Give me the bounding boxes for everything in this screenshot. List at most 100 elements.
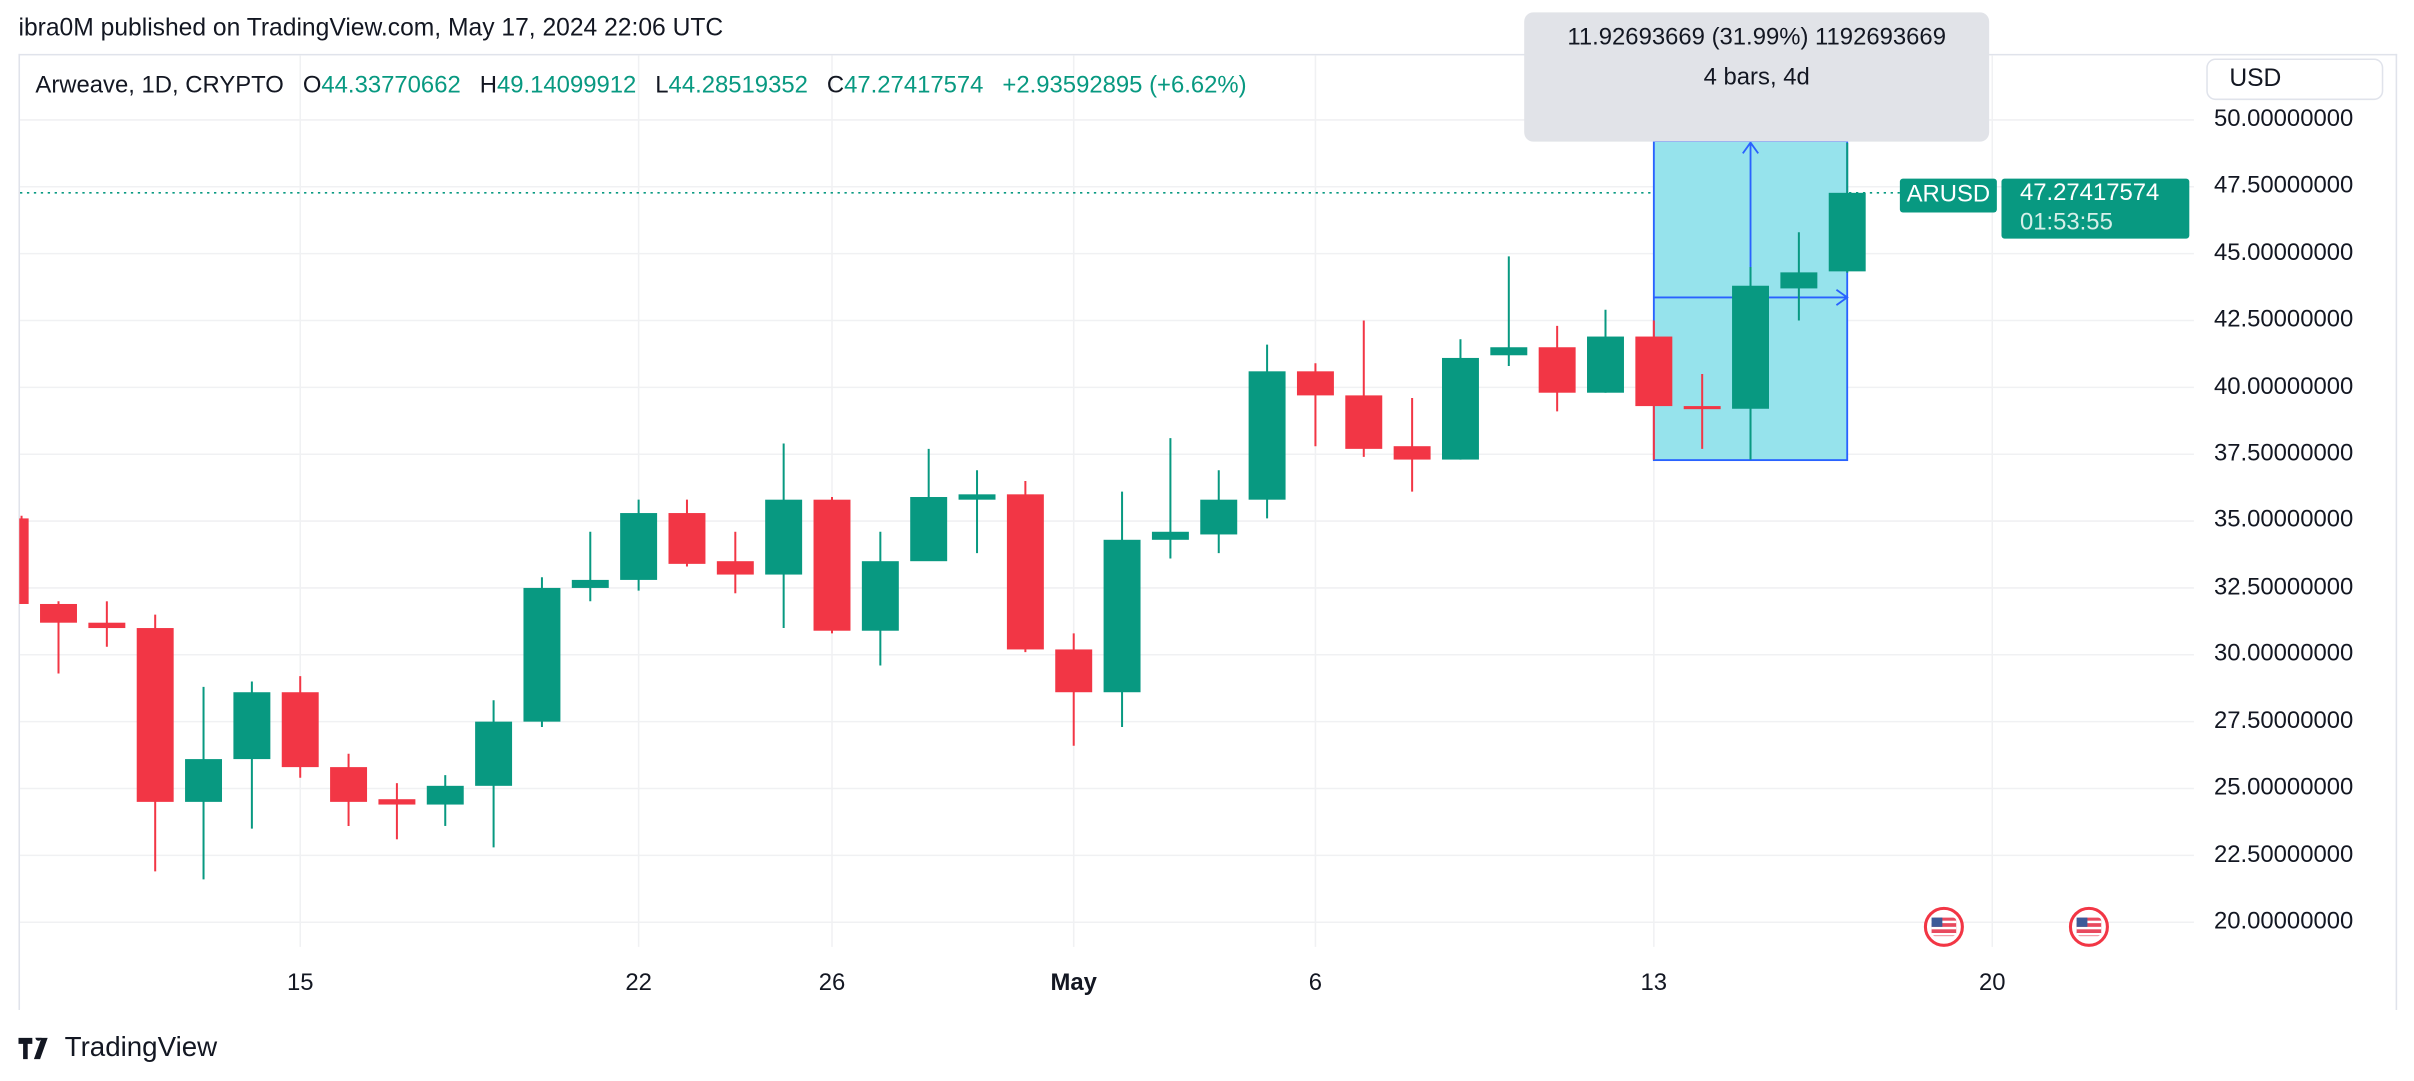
flag-stripe <box>1931 926 1957 930</box>
low-label: L <box>655 72 669 99</box>
price-tick-label: 50.00000000 <box>2213 106 2354 133</box>
candle-body <box>1587 336 1624 393</box>
candle-body <box>1441 357 1479 460</box>
candle <box>813 497 851 634</box>
publish-info: ibra0M published on TradingView.com, May… <box>18 15 724 42</box>
price-tick-label: 32.50000000 <box>2213 574 2354 601</box>
symbol-price-tag: ARUSD <box>1899 178 1997 213</box>
candle-body <box>1006 494 1044 650</box>
candle <box>88 601 126 647</box>
candle-body <box>1732 285 1770 409</box>
candle-body <box>281 692 319 768</box>
candle <box>1683 373 1721 449</box>
candle-body <box>1828 192 1866 272</box>
candle <box>1006 480 1044 653</box>
candle-body <box>716 561 754 575</box>
candle <box>1441 339 1479 460</box>
candle-body <box>958 494 996 500</box>
candle-body <box>1151 531 1189 540</box>
flag-stripe <box>2076 932 2102 936</box>
candle-body <box>1683 406 1721 410</box>
candle <box>1635 320 1673 460</box>
candle <box>330 753 368 826</box>
candle <box>185 686 223 880</box>
flag-stripe <box>2076 920 2102 924</box>
measure-change: 11.92693669 (31.99%) 1192693669 <box>1567 24 1946 51</box>
candle-body <box>668 513 706 564</box>
candle-body <box>1538 347 1576 393</box>
close-label: C <box>826 72 845 99</box>
time-tick-label: May <box>1050 969 1097 997</box>
price-tick-label: 30.00000000 <box>2213 640 2354 668</box>
candle-body <box>40 603 77 623</box>
candle-body <box>426 785 464 805</box>
candle-body <box>1055 649 1093 693</box>
candle-body <box>1780 272 1818 289</box>
price-tick-label: 42.50000000 <box>2213 306 2354 333</box>
close-value: 47.27417574 <box>844 72 984 99</box>
candle-body <box>1248 371 1286 500</box>
candle-body <box>378 799 416 805</box>
candle <box>233 681 271 829</box>
currency-button[interactable]: USD <box>2206 58 2384 101</box>
bar-countdown: 01:53:55 <box>2019 209 2113 236</box>
ohlc-legend: Arweave, 1D, CRYPTO O44.33770662 H49.140… <box>35 72 1258 100</box>
change-value: +2.93592895 (+6.62%) <box>1002 72 1247 99</box>
candle-body <box>330 767 368 802</box>
candle-body <box>1345 395 1383 449</box>
candle <box>19 515 29 604</box>
candle <box>1393 398 1431 492</box>
candle-body <box>1635 336 1673 407</box>
tradingview-logo[interactable]: TradingView <box>18 1032 217 1064</box>
last-price-value: 47.27417574 <box>2019 180 2160 207</box>
price-tick-label: 40.00000000 <box>2213 373 2354 400</box>
price-tick-label: 22.50000000 <box>2213 841 2354 868</box>
candle <box>281 676 319 778</box>
flag-canton <box>2076 917 2088 927</box>
candle <box>910 448 948 562</box>
symbol-description[interactable]: Arweave, 1D, CRYPTO <box>35 72 284 99</box>
candle <box>571 531 609 602</box>
candle-body <box>1200 499 1238 535</box>
candle <box>40 601 77 674</box>
candle-body <box>1393 446 1431 460</box>
us-flag-icon <box>1923 906 1964 947</box>
candle <box>765 443 803 629</box>
brand-name: TradingView <box>64 1031 218 1063</box>
measure-bars: 4 bars, 4d <box>1703 64 1810 91</box>
price-tick-label: 27.50000000 <box>2213 707 2354 734</box>
price-tick-label: 35.00000000 <box>2213 507 2354 534</box>
low-value: 44.28519352 <box>668 72 808 99</box>
candle-body <box>861 561 899 631</box>
candle <box>1780 232 1818 321</box>
candle-body <box>1490 347 1528 356</box>
candle-body <box>136 628 174 802</box>
candle <box>1345 320 1383 457</box>
price-tick-label: 25.00000000 <box>2213 774 2354 801</box>
candle <box>1490 256 1528 366</box>
high-label: H <box>479 72 497 99</box>
candle <box>1538 325 1576 412</box>
candle <box>861 531 899 666</box>
open-label: O <box>302 72 322 99</box>
candle <box>668 499 706 567</box>
candle-body <box>88 622 126 629</box>
candle <box>1200 470 1238 554</box>
price-tick-label: 37.50000000 <box>2213 440 2354 467</box>
time-tick-label: 22 <box>625 969 652 997</box>
candle-body <box>1296 371 1334 396</box>
candle <box>523 577 561 727</box>
candle-body <box>813 499 851 631</box>
flag-stripe <box>1931 932 1957 936</box>
candle-body <box>475 721 513 786</box>
flag-stripe <box>2076 926 2102 930</box>
last-price-tag: 47.27417574 01:53:55 <box>2001 178 2190 239</box>
candle-body <box>1103 539 1141 693</box>
candle <box>1055 633 1093 746</box>
candle <box>136 614 174 872</box>
arrow-up-icon <box>1742 141 1759 154</box>
candle-body <box>620 513 658 580</box>
us-flag-icon <box>2068 906 2109 947</box>
